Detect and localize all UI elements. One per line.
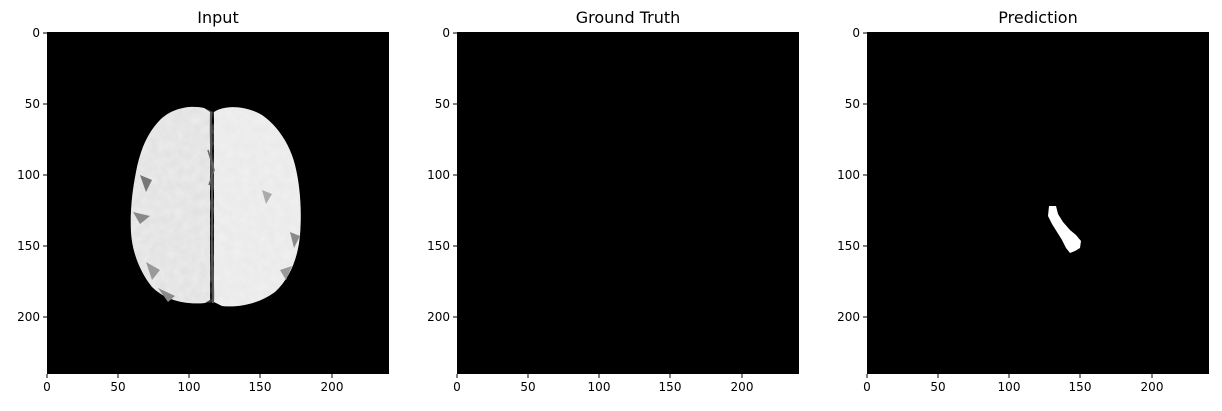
y-tick-label: 100 <box>427 168 450 182</box>
image-area <box>867 32 1209 374</box>
y-tick-label: 200 <box>837 310 860 324</box>
y-tick-label: 50 <box>25 97 40 111</box>
panel-input: Input 0 5 <box>17 8 389 394</box>
y-tick-label: 100 <box>17 168 40 182</box>
panel-title: Prediction <box>998 8 1077 27</box>
y-tick-label: 0 <box>852 26 860 40</box>
x-tick-label: 100 <box>178 380 201 394</box>
y-tick-label: 50 <box>435 97 450 111</box>
panel-prediction: Prediction 0 50 100 150 200 0 50 100 150… <box>837 8 1209 394</box>
y-tick-label: 150 <box>837 239 860 253</box>
y-axis: 0 50 100 150 200 <box>837 26 867 324</box>
y-axis: 0 50 100 150 200 <box>427 26 457 324</box>
y-tick-label: 100 <box>837 168 860 182</box>
y-axis: 0 50 100 150 200 <box>17 26 47 324</box>
x-tick-label: 100 <box>998 380 1021 394</box>
x-tick-label: 150 <box>659 380 682 394</box>
x-tick-label: 100 <box>588 380 611 394</box>
panel-title: Ground Truth <box>576 8 681 27</box>
y-tick-label: 200 <box>427 310 450 324</box>
x-tick-label: 150 <box>1069 380 1092 394</box>
x-tick-label: 0 <box>43 380 51 394</box>
x-tick-label: 50 <box>110 380 125 394</box>
x-tick-label: 0 <box>863 380 871 394</box>
y-tick-label: 50 <box>845 97 860 111</box>
y-tick-label: 150 <box>17 239 40 253</box>
x-axis: 0 50 100 150 200 <box>453 374 753 394</box>
x-axis: 0 50 100 150 200 <box>863 374 1163 394</box>
panel-ground-truth: Ground Truth 0 50 100 150 200 0 50 100 1… <box>427 8 799 394</box>
y-tick-label: 0 <box>32 26 40 40</box>
x-tick-label: 50 <box>930 380 945 394</box>
y-tick-label: 0 <box>442 26 450 40</box>
brain-mri-slice <box>130 106 301 307</box>
x-tick-label: 200 <box>321 380 344 394</box>
image-area <box>457 32 799 374</box>
x-tick-label: 50 <box>520 380 535 394</box>
x-tick-label: 150 <box>249 380 272 394</box>
x-tick-label: 200 <box>731 380 754 394</box>
x-tick-label: 200 <box>1141 380 1164 394</box>
panel-title: Input <box>197 8 238 27</box>
x-tick-label: 0 <box>453 380 461 394</box>
predicted-mask <box>1048 206 1081 253</box>
y-tick-label: 200 <box>17 310 40 324</box>
x-axis: 0 50 100 150 200 <box>43 374 343 394</box>
y-tick-label: 150 <box>427 239 450 253</box>
